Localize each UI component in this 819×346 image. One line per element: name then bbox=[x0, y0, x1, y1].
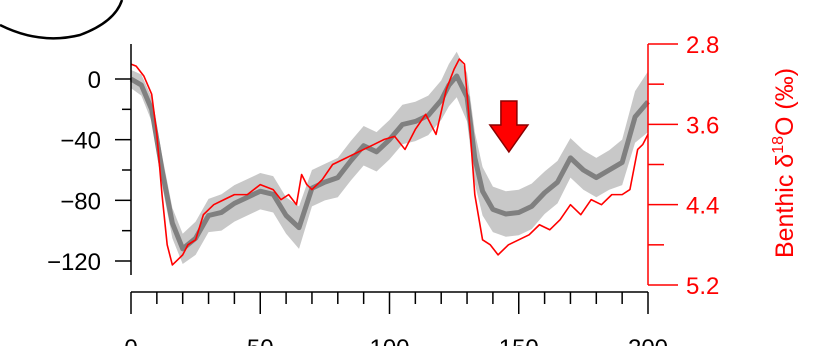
benthic-d18o-series bbox=[130, 58, 649, 266]
corner-circle bbox=[0, 0, 124, 40]
left-tick-label: −80 bbox=[60, 188, 101, 215]
bottom-tick-label: 50 bbox=[247, 335, 274, 346]
left-tick-label: −120 bbox=[47, 249, 101, 276]
right-tick-label: 5.2 bbox=[686, 273, 719, 300]
sea-level-series bbox=[129, 73, 650, 252]
sea-level-line bbox=[129, 73, 650, 252]
right-tick-label: 3.6 bbox=[686, 112, 719, 139]
right-axis-label: Benthic δ18O (‰) bbox=[770, 68, 799, 258]
bottom-tick-label: 100 bbox=[369, 335, 409, 346]
benthic-line bbox=[130, 58, 649, 266]
down-arrow bbox=[488, 100, 530, 154]
red-arrow-annotation bbox=[488, 100, 530, 154]
right-tick-label: 2.8 bbox=[686, 32, 719, 59]
bottom-tick-label: 0 bbox=[124, 335, 137, 346]
bottom-tick-label: 150 bbox=[499, 335, 539, 346]
bottom-tick-label: 200 bbox=[628, 335, 668, 346]
right-tick-label: 4.4 bbox=[686, 193, 719, 220]
left-tick-label: 0 bbox=[88, 67, 101, 94]
left-tick-label: −40 bbox=[60, 128, 101, 155]
axes: 0 −40 −80 −120 2.8 3.6 4.4 5.2 0 50 100 150 200 bbox=[47, 32, 719, 346]
